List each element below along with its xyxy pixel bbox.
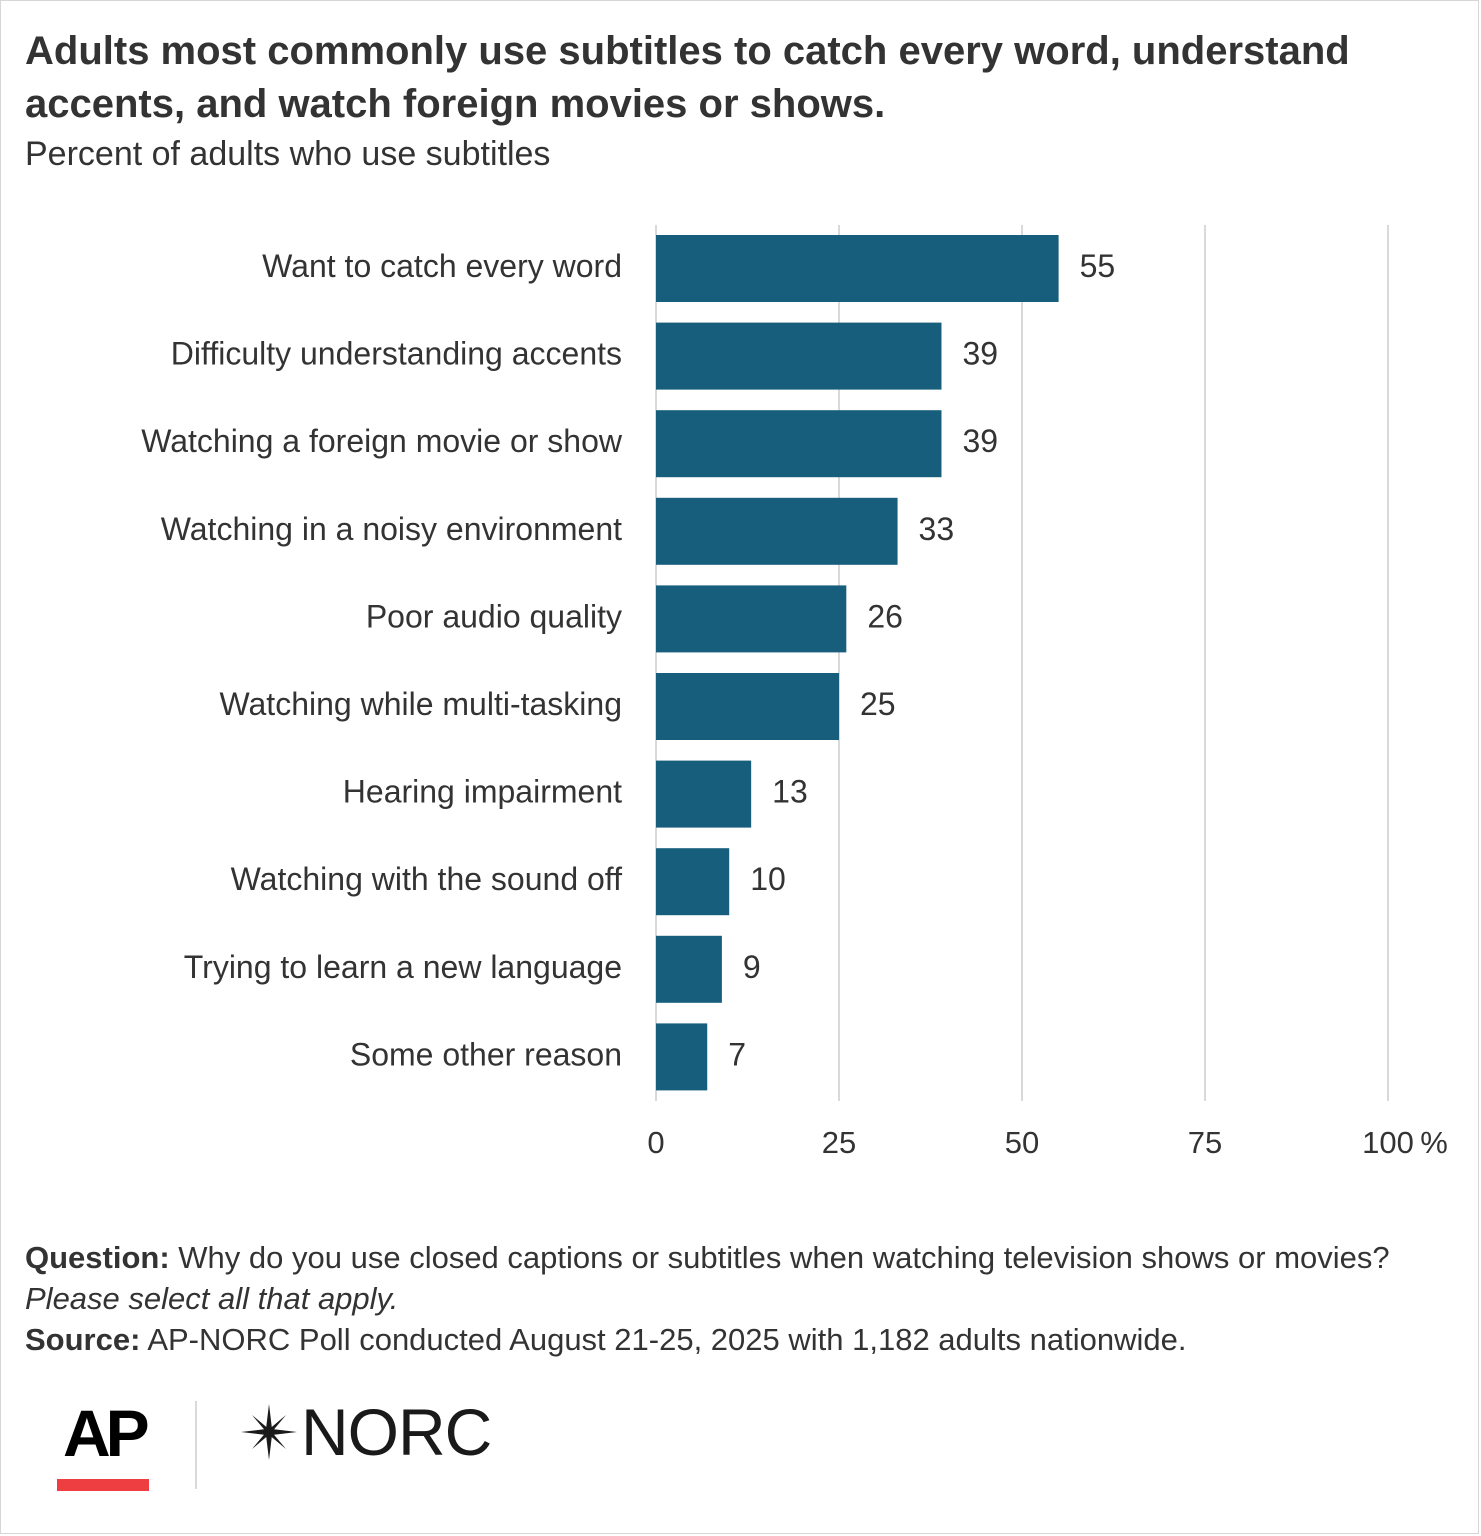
category-label: Hearing impairment [343,774,622,810]
logo-divider [195,1401,197,1489]
data-label: 13 [772,774,808,810]
chart-subtitle: Percent of adults who use subtitles [25,135,551,173]
footnote: Question: Why do you use closed captions… [25,1237,1445,1360]
x-tick-label: 75 [1188,1125,1222,1160]
data-label: 26 [867,598,903,634]
data-label: 39 [962,336,998,372]
x-tick-label: 25 [822,1125,856,1160]
category-label: Trying to learn a new language [184,949,622,985]
question-label: Question: [25,1240,170,1275]
norc-logo: NORC [239,1395,492,1469]
bar [656,497,898,565]
data-label: 10 [750,861,786,897]
bar [656,235,1059,302]
data-labels: 55 39 39 33 26 25 13 10 9 7 [728,248,1115,1072]
question-note: Please select all that apply. [25,1281,399,1316]
data-label: 7 [728,1036,746,1072]
ap-logo-bar [57,1479,149,1491]
category-label: Watching a foreign movie or show [141,423,623,459]
star-icon [241,1404,297,1460]
chart-title: Adults most commonly use subtitles to ca… [25,29,1350,126]
source-text: AP-NORC Poll conducted August 21-25, 202… [147,1322,1187,1357]
category-label: Watching while multi-tasking [219,686,622,722]
logos: AP NORC [53,1391,533,1501]
bar [656,760,752,828]
x-axis-ticks: 0 25 50 75 100% [647,1125,1447,1160]
x-axis-unit: % [1420,1125,1448,1160]
category-label: Some other reason [350,1036,622,1072]
bar [656,585,847,653]
bars [656,235,1059,1091]
question-text: Why do you use closed captions or subtit… [178,1240,1390,1275]
x-tick-label: 50 [1005,1125,1039,1160]
data-label: 9 [743,949,761,985]
bar [656,322,942,390]
bar [656,410,942,478]
ap-logo: AP [57,1395,157,1491]
category-label: Want to catch every word [262,248,622,284]
data-label: 55 [1080,248,1116,284]
category-label: Watching in a noisy environment [161,511,622,547]
x-tick-label: 100 [1362,1125,1414,1160]
bar [656,848,730,916]
norc-logo-text: NORC [301,1395,492,1469]
x-tick-label: 0 [647,1125,664,1160]
category-label: Watching with the sound off [231,861,622,897]
bar-chart: Want to catch every word Difficulty under… [141,225,1448,1160]
category-label: Difficulty understanding accents [171,336,622,372]
data-label: 39 [962,423,998,459]
data-label: 33 [919,511,955,547]
category-label: Poor audio quality [366,598,622,634]
source-label: Source: [25,1322,141,1357]
bar [656,935,722,1003]
data-label: 25 [860,686,896,722]
bar [656,1023,708,1091]
category-labels: Want to catch every word Difficulty under… [141,248,623,1072]
ap-logo-text: AP [63,1396,150,1470]
bar [656,673,839,740]
